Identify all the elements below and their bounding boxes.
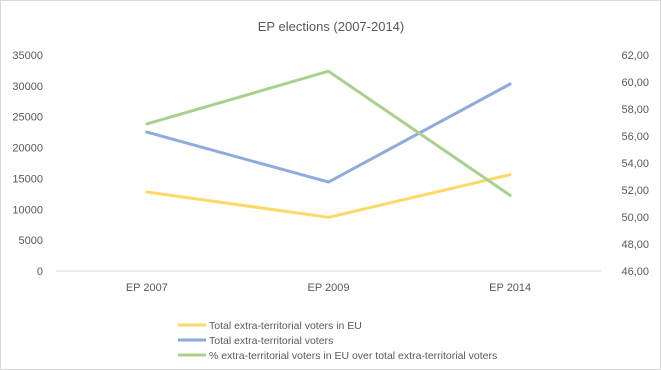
chart-title: EP elections (2007-2014)	[258, 19, 404, 34]
series-line-3	[145, 69, 512, 197]
y-right-tick-label: 58,00	[621, 104, 649, 116]
legend-label: Total extra-territorial voters in EU	[209, 320, 362, 332]
y-left-tick-label: 25000	[12, 112, 43, 124]
y-right-tick-label: 50,00	[621, 212, 649, 224]
y-left-tick-label: 10000	[12, 204, 43, 216]
x-tick-label: EP 2009	[307, 282, 349, 294]
x-tick-label: EP 2014	[489, 282, 531, 294]
y-axis-left: 0 5000 10000 15000 20000 25000 30000 35000	[12, 50, 43, 278]
y-right-tick-label: 62,00	[621, 50, 649, 62]
legend-label: Total extra-territorial voters	[209, 335, 333, 347]
x-tick-label: EP 2007	[126, 282, 168, 294]
y-left-tick-label: 30000	[12, 81, 43, 93]
y-axis-right: 46,00 48,00 50,00 52,00 54,00 56,00 58,00 60,00…	[621, 50, 649, 278]
y-left-tick-label: 15000	[12, 173, 43, 185]
legend: Total extra-territorial voters in EU Tota…	[178, 320, 497, 362]
y-right-tick-label: 54,00	[621, 158, 649, 170]
series-line-2	[145, 82, 512, 184]
y-left-tick-label: 35000	[12, 50, 43, 62]
y-left-tick-label: 20000	[12, 143, 43, 155]
y-right-tick-label: 46,00	[621, 266, 649, 278]
y-left-tick-label: 0	[37, 266, 43, 278]
y-left-tick-label: 5000	[19, 235, 43, 247]
y-right-tick-label: 48,00	[621, 239, 649, 251]
y-right-tick-label: 60,00	[621, 77, 649, 89]
x-axis: EP 2007 EP 2009 EP 2014	[126, 282, 531, 294]
series-lines	[145, 69, 512, 219]
y-right-tick-label: 56,00	[621, 131, 649, 143]
series-line-1	[145, 173, 512, 219]
y-right-tick-label: 52,00	[621, 185, 649, 197]
legend-label: % extra-territorial voters in EU over to…	[209, 350, 497, 362]
